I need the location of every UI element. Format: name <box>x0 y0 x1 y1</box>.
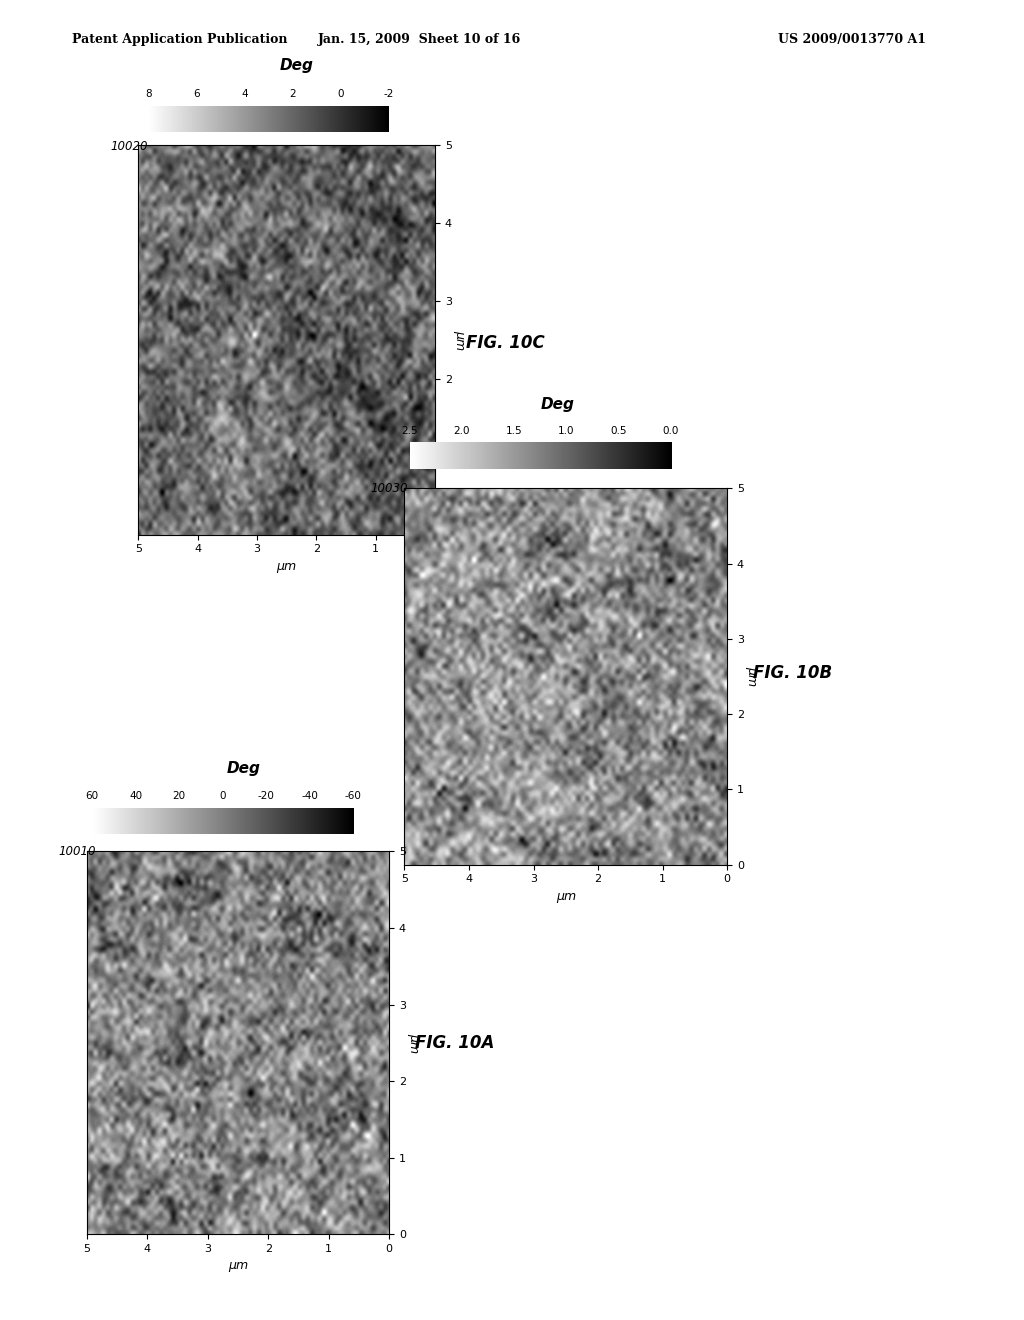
Text: 1.0: 1.0 <box>558 425 574 436</box>
Text: -60: -60 <box>345 791 361 801</box>
Y-axis label: μm: μm <box>744 667 758 686</box>
Text: 40: 40 <box>129 791 142 801</box>
Text: 60: 60 <box>86 791 98 801</box>
Text: 0.5: 0.5 <box>610 425 627 436</box>
Y-axis label: μm: μm <box>453 330 466 350</box>
Text: Patent Application Publication: Patent Application Publication <box>72 33 287 46</box>
Text: -2: -2 <box>384 88 394 99</box>
Text: Deg: Deg <box>226 762 261 776</box>
Text: -20: -20 <box>258 791 274 801</box>
Text: -40: -40 <box>301 791 318 801</box>
Text: 2: 2 <box>290 88 296 99</box>
X-axis label: μm: μm <box>276 560 297 573</box>
Text: 10020: 10020 <box>111 140 148 153</box>
Text: Deg: Deg <box>541 397 575 412</box>
Text: FIG. 10A: FIG. 10A <box>415 1034 495 1052</box>
Text: 20: 20 <box>173 791 185 801</box>
Text: 8: 8 <box>145 88 152 99</box>
Text: FIG. 10C: FIG. 10C <box>466 334 545 352</box>
Text: 0: 0 <box>338 88 344 99</box>
Y-axis label: μm: μm <box>407 1032 420 1053</box>
Text: FIG. 10B: FIG. 10B <box>753 664 831 682</box>
Text: Deg: Deg <box>280 58 314 73</box>
Text: 2.0: 2.0 <box>454 425 470 436</box>
Text: 0.0: 0.0 <box>663 425 679 436</box>
Text: 6: 6 <box>194 88 200 99</box>
X-axis label: μm: μm <box>556 890 575 903</box>
Text: 4: 4 <box>242 88 248 99</box>
Text: 10030: 10030 <box>371 482 409 495</box>
Text: Jan. 15, 2009  Sheet 10 of 16: Jan. 15, 2009 Sheet 10 of 16 <box>318 33 521 46</box>
Text: 2.5: 2.5 <box>401 425 418 436</box>
Text: US 2009/0013770 A1: US 2009/0013770 A1 <box>778 33 927 46</box>
Text: 10010: 10010 <box>58 845 96 858</box>
Text: 0: 0 <box>219 791 226 801</box>
X-axis label: μm: μm <box>228 1259 248 1272</box>
Text: 1.5: 1.5 <box>506 425 522 436</box>
